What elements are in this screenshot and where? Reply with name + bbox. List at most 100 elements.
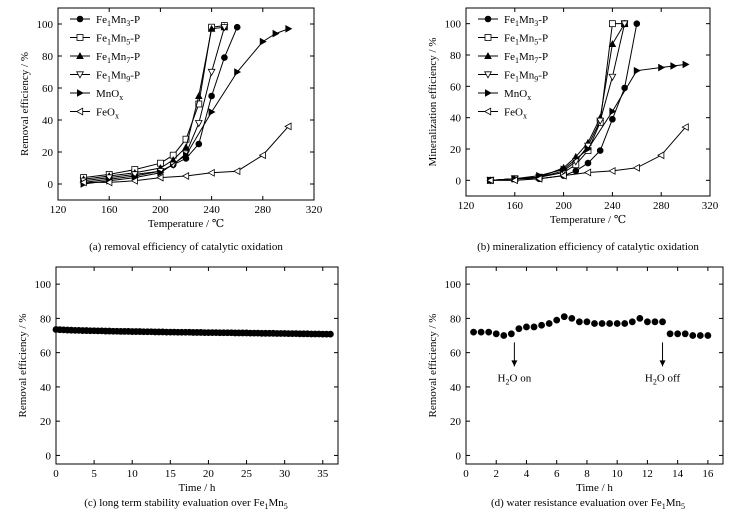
data-point — [492, 330, 500, 338]
data-point — [682, 60, 690, 69]
x-tick-label: 8 — [584, 468, 590, 480]
panel-b: 120 160 200 240 280 320 0 20 40 60 80 100 Temperatur… — [427, 7, 719, 226]
series-line — [490, 23, 626, 181]
data-point — [105, 178, 113, 187]
data-point — [666, 330, 674, 338]
y-tick-label: 60 — [450, 81, 462, 93]
data-point — [326, 330, 334, 338]
x-tick-label: 20 — [203, 468, 215, 480]
y-tick-label: 100 — [445, 19, 462, 31]
x-tick-label: 160 — [101, 204, 118, 216]
data-point — [157, 168, 165, 177]
data-point — [609, 20, 616, 28]
x-axis-label: Time / h — [576, 482, 613, 494]
x-tick-label: 200 — [555, 200, 572, 212]
data-point — [233, 23, 241, 31]
x-tick-label: 280 — [255, 204, 272, 216]
data-point — [583, 318, 591, 326]
legend-marker — [76, 52, 84, 60]
data-point — [644, 318, 651, 326]
legend-marker — [483, 107, 492, 116]
data-point — [207, 24, 216, 32]
data-point — [608, 73, 617, 82]
caption-c-sub1: 1 — [264, 502, 268, 511]
data-point — [538, 321, 545, 329]
legend-label: MnOx — [504, 88, 531, 102]
series-line — [83, 25, 225, 179]
y-tick-label: 40 — [450, 382, 462, 394]
series-line — [490, 63, 686, 181]
y-tick-label: 60 — [40, 348, 52, 360]
panel-d: 0 2 4 6 8 10 12 14 16 0 20 40 60 80 100 Time / h Removal… — [427, 266, 724, 494]
data-point — [272, 29, 280, 38]
caption-c-sub2: 5 — [284, 502, 288, 511]
legend-marker — [484, 15, 492, 23]
data-point — [608, 40, 617, 48]
data-point — [535, 174, 543, 183]
caption-c-main: (c) long term stability evaluation over … — [84, 497, 264, 509]
data-point — [609, 107, 617, 116]
data-point — [207, 68, 216, 77]
x-tick-label: 10 — [127, 468, 139, 480]
panel-c: 0 5 10 15 20 25 30 35 0 20 40 60 80 100 Time / h Remova… — [17, 266, 339, 494]
data-point — [584, 159, 592, 167]
plot-frame — [465, 266, 724, 465]
data-point — [130, 176, 138, 185]
data-point — [559, 171, 567, 180]
y-tick-label: 20 — [42, 147, 54, 159]
x-tick-label: 2 — [493, 468, 499, 480]
legend-label: Fe1Mn9-P — [504, 70, 548, 84]
data-point — [681, 330, 689, 338]
series-line — [83, 26, 225, 180]
data-point — [658, 63, 666, 72]
x-tick-label: 4 — [524, 468, 530, 480]
x-tick-label: 12 — [642, 468, 653, 480]
legend-label: FeOx — [96, 107, 119, 121]
data-point — [572, 167, 580, 175]
data-point — [79, 178, 87, 187]
legend-label: Fe1Mn5-P — [96, 33, 140, 47]
data-point — [674, 330, 682, 338]
data-point — [609, 115, 616, 123]
x-tick-label: 25 — [241, 468, 253, 480]
data-point — [596, 147, 604, 154]
plot-frame — [55, 266, 339, 465]
legend-label: Fe1Mn3-P — [504, 14, 548, 28]
data-point — [633, 66, 641, 75]
data-point — [568, 314, 576, 322]
data-point — [530, 323, 538, 331]
x-tick-label: 10 — [612, 468, 624, 480]
x-tick-label: 16 — [702, 468, 714, 480]
legend-label: FeOx — [504, 107, 527, 121]
y-axis-label: Removal efficiency / % — [19, 52, 31, 156]
series-line — [83, 27, 238, 183]
data-point — [194, 92, 203, 99]
y-tick-label: 60 — [42, 83, 54, 95]
data-point — [470, 328, 477, 336]
data-point — [636, 314, 644, 322]
y-tick-label: 20 — [450, 416, 462, 428]
x-tick-label: 5 — [91, 468, 97, 480]
legend-marker — [484, 34, 492, 41]
data-point — [575, 318, 583, 326]
data-point — [613, 320, 621, 327]
data-point — [560, 165, 568, 174]
data-point — [704, 332, 712, 339]
caption-d-sub2: 5 — [681, 502, 685, 511]
y-tick-label: 100 — [35, 279, 52, 291]
legend-marker — [77, 89, 84, 97]
x-tick-label: 0 — [463, 468, 469, 480]
x-tick-label: 160 — [507, 200, 524, 212]
y-tick-label: 40 — [450, 113, 462, 125]
y-tick-label: 0 — [46, 450, 52, 462]
y-tick-label: 60 — [450, 348, 462, 360]
data-point — [633, 20, 641, 27]
y-tick-label: 20 — [450, 144, 462, 156]
caption-b: (b) mineralization efficiency of catalyt… — [477, 241, 699, 253]
caption-a: (a) removal efficiency of catalytic oxid… — [89, 241, 283, 253]
y-tick-label: 40 — [42, 115, 54, 127]
x-tick-label: 320 — [306, 204, 323, 216]
data-point — [507, 330, 515, 338]
y-tick-label: 0 — [456, 175, 462, 187]
